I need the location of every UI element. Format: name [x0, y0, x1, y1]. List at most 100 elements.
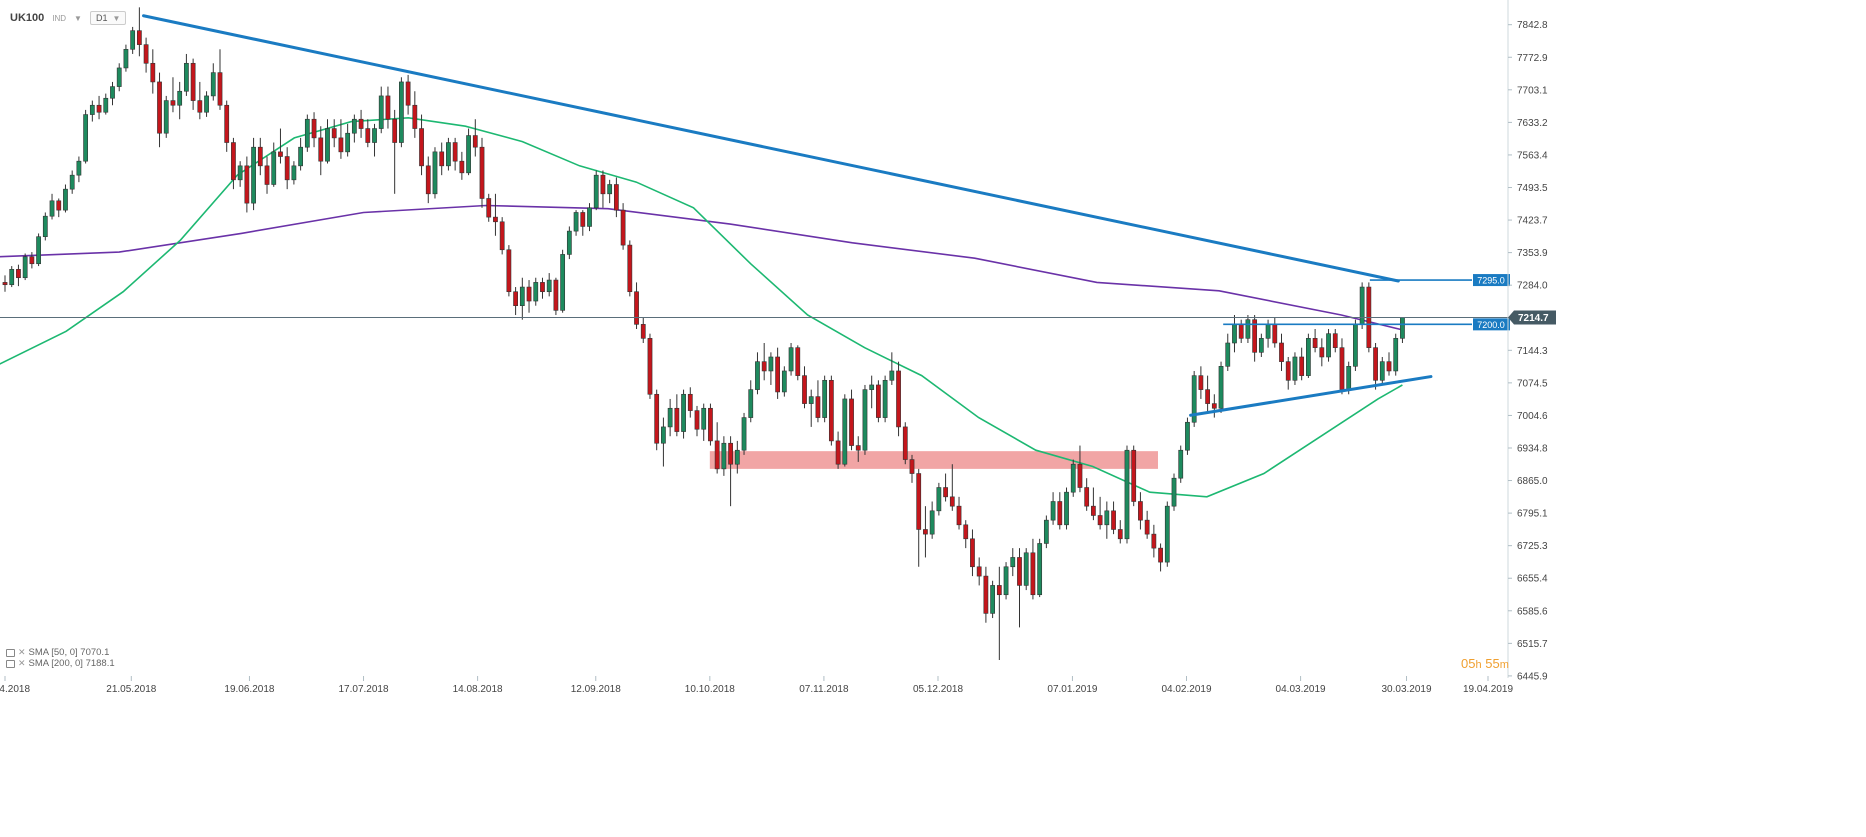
candle-body: [808, 396, 814, 404]
candle: [385, 86, 391, 129]
close-icon[interactable]: ✕: [18, 647, 26, 657]
candle-body: [1353, 324, 1358, 367]
candle: [1111, 501, 1116, 535]
candle-body: [1191, 375, 1197, 423]
symbol-label[interactable]: UK100: [10, 12, 45, 24]
legend-sma200[interactable]: ✕ SMA [200, 0] 7188.1: [6, 658, 115, 669]
candle-body: [1400, 317, 1405, 339]
candle: [1225, 333, 1231, 371]
candle-body: [1238, 324, 1244, 339]
candle-body: [365, 128, 371, 143]
candle-body: [1319, 347, 1325, 358]
y-tick-label: 7144.3: [1517, 346, 1548, 357]
candle-body: [419, 128, 424, 167]
candle-body: [1373, 347, 1378, 381]
candle: [1353, 319, 1358, 371]
candle-body: [983, 575, 989, 614]
timeframe-select[interactable]: D1 ▼: [89, 11, 127, 25]
candle-body: [412, 104, 418, 129]
candle: [1232, 315, 1237, 353]
candle-body: [143, 44, 149, 64]
candle-body: [768, 356, 774, 372]
candle-body: [761, 361, 767, 372]
chevron-down-icon[interactable]: ▼: [74, 13, 82, 23]
candle-countdown: 05h 55m: [1461, 656, 1509, 671]
candle: [587, 203, 592, 232]
candle: [983, 566, 989, 623]
axes-layer: 7842.8 7772.9 7703.1 7633.2 7563.4 7493.5 7423…: [0, 0, 1556, 695]
candle-body: [1332, 333, 1338, 348]
candle-body: [1043, 519, 1049, 544]
candle-body: [298, 146, 303, 167]
candle-body: [217, 72, 223, 106]
candle: [237, 161, 243, 187]
candle-body: [42, 215, 48, 238]
candle-body: [116, 67, 122, 87]
candle: [1084, 478, 1090, 511]
candle: [1373, 342, 1378, 390]
candle: [123, 44, 129, 72]
candle-body: [956, 505, 962, 526]
settings-icon[interactable]: [6, 659, 15, 668]
candle-body: [325, 128, 330, 162]
candle-body: [237, 165, 243, 181]
candle-body: [1003, 566, 1009, 596]
candle-body: [224, 104, 230, 143]
candle: [741, 412, 747, 455]
support-zone-rect: [709, 451, 1158, 469]
candle-body: [661, 426, 666, 444]
candle-body: [372, 128, 377, 143]
candle-body: [49, 200, 55, 217]
candle: [902, 422, 908, 465]
candle: [1043, 515, 1049, 549]
candle: [36, 233, 41, 267]
candle: [358, 109, 364, 138]
y-tick-label: 7284.0: [1517, 281, 1548, 292]
candle-body: [849, 398, 854, 446]
x-tick-label: 30.03.2019: [1381, 684, 1431, 695]
candle: [150, 49, 156, 94]
countdown-hours-unit: h: [1475, 659, 1482, 671]
candle: [600, 170, 606, 208]
candle-body: [197, 100, 203, 113]
candle-body: [1326, 333, 1331, 358]
candle: [1319, 338, 1325, 367]
candle-body: [734, 449, 740, 465]
legend-sma50-label: SMA [50, 0] 7070.1: [28, 647, 110, 658]
candle: [1218, 361, 1224, 413]
candle: [163, 95, 169, 138]
candle: [264, 156, 270, 194]
candle-body: [1097, 515, 1103, 526]
candle-body: [587, 207, 592, 227]
candle: [83, 109, 89, 164]
candle-body: [284, 156, 290, 181]
candle-body: [1312, 338, 1318, 348]
candle: [1386, 352, 1392, 376]
candle: [1272, 317, 1278, 348]
candle-body: [392, 118, 398, 143]
candle-body: [439, 151, 445, 167]
settings-icon[interactable]: [6, 648, 15, 657]
candle-body: [1070, 463, 1076, 493]
candle: [734, 440, 740, 474]
candle-body: [432, 151, 438, 195]
candle: [1131, 445, 1137, 507]
candle: [56, 198, 62, 218]
candle: [351, 114, 357, 143]
y-tick-label: 7563.4: [1517, 150, 1548, 161]
candle: [69, 170, 75, 194]
candle: [1185, 417, 1190, 455]
countdown-minutes-unit: m: [1499, 659, 1509, 671]
legend-sma50[interactable]: ✕ SMA [50, 0] 7070.1: [6, 647, 115, 658]
y-tick-label: 6865.0: [1517, 476, 1548, 487]
candle-body: [1265, 324, 1271, 339]
close-icon[interactable]: ✕: [18, 658, 26, 668]
candle-body: [1117, 529, 1123, 540]
candle: [546, 273, 552, 297]
candle-body: [1111, 510, 1116, 530]
candle-body: [748, 389, 754, 418]
candle: [593, 170, 599, 211]
candle-body: [358, 118, 364, 129]
candle-body: [1225, 342, 1231, 367]
